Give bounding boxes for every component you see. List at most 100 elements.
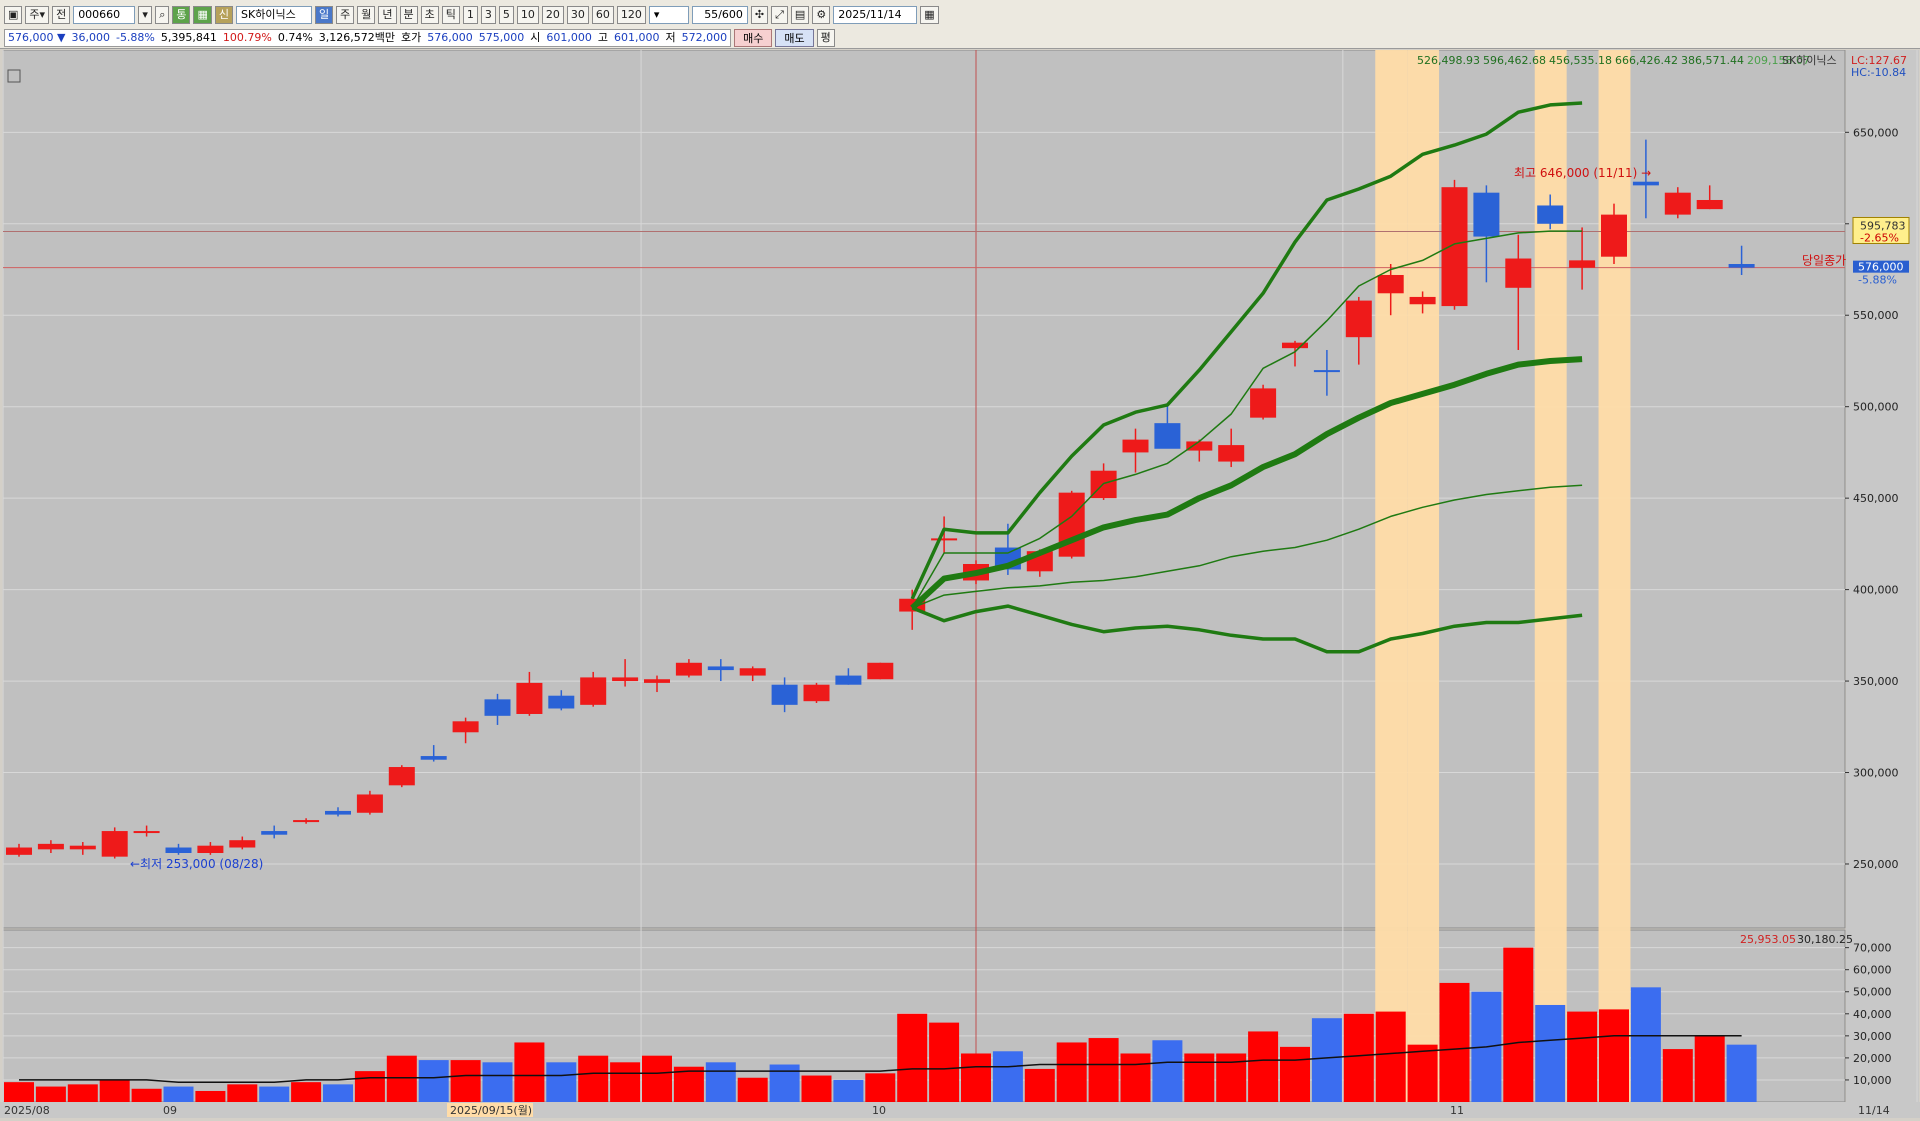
gear-icon[interactable]: ⚙ bbox=[812, 6, 831, 24]
hc-value: HC:-10.84 bbox=[1851, 66, 1906, 79]
price-change-pct: -5.88% bbox=[115, 31, 155, 44]
period-tick[interactable]: 틱 bbox=[441, 6, 460, 24]
volume-bar bbox=[1120, 1053, 1151, 1102]
open-label: 시 bbox=[530, 31, 541, 44]
crosshair-icon[interactable]: ✣ bbox=[750, 6, 769, 24]
volume-header-b: 30,180.25 bbox=[1797, 933, 1853, 946]
volume-bar bbox=[1184, 1053, 1215, 1102]
eval-button[interactable]: 평 bbox=[816, 29, 835, 47]
short-button-b[interactable]: 신 bbox=[214, 6, 234, 24]
reference-price-tag-value: 595,783 bbox=[1860, 219, 1906, 232]
interval-5[interactable]: 5 bbox=[498, 6, 514, 24]
candle-body bbox=[580, 677, 607, 705]
volume-bar bbox=[323, 1084, 353, 1102]
interval-20[interactable]: 20 bbox=[541, 6, 564, 24]
chart-area[interactable]: 650,000600,000550,000500,000450,000400,0… bbox=[0, 49, 1920, 1118]
band-lower-outer bbox=[911, 604, 1583, 654]
candle-body bbox=[1313, 370, 1340, 373]
candle-body bbox=[612, 677, 639, 682]
price-panel bbox=[2, 49, 1846, 929]
price-tick-label: 550,000 bbox=[1853, 309, 1899, 322]
buy-button[interactable]: 매수 bbox=[734, 29, 773, 47]
volume-bar bbox=[1662, 1049, 1693, 1102]
interval-120[interactable]: 120 bbox=[616, 6, 646, 24]
interval-3[interactable]: 3 bbox=[480, 6, 496, 24]
reference-price-tag bbox=[1852, 216, 1910, 244]
count-input[interactable]: 55/600 bbox=[691, 6, 748, 24]
volume-tick-label: 20,000 bbox=[1853, 1052, 1892, 1065]
interval-10[interactable]: 10 bbox=[516, 6, 539, 24]
volume-bar bbox=[1088, 1038, 1119, 1102]
volume-bar bbox=[354, 1071, 385, 1102]
volume-bar bbox=[1280, 1046, 1310, 1102]
bid-price: 575,000 bbox=[478, 31, 525, 44]
candle-body bbox=[739, 668, 766, 676]
candle-body bbox=[1250, 388, 1277, 418]
candle-body bbox=[101, 831, 128, 857]
volume-bar bbox=[769, 1064, 800, 1102]
volume-bar bbox=[961, 1053, 991, 1102]
highlight-band bbox=[1407, 50, 1440, 1102]
date-label: 11 bbox=[1450, 1104, 1464, 1117]
volume-bar bbox=[1024, 1068, 1055, 1102]
candle-body bbox=[1282, 342, 1308, 349]
short-button-a[interactable]: 통 bbox=[172, 6, 191, 24]
price-change: 36,000 bbox=[71, 31, 110, 44]
period-month[interactable]: 월 bbox=[357, 6, 376, 24]
volume-bar bbox=[450, 1060, 481, 1102]
candle-body bbox=[707, 666, 734, 671]
crosshair-date-label: 2025/09/15(월) bbox=[450, 1104, 532, 1117]
candle-body bbox=[803, 684, 830, 702]
volume-tick-label: 70,000 bbox=[1853, 942, 1892, 955]
quote-bar: 576,000 ▼ 36,000 -5.88% 5,395,841 100.79… bbox=[4, 29, 732, 47]
period-minute[interactable]: 분 bbox=[399, 6, 418, 24]
interval-1[interactable]: 1 bbox=[462, 6, 478, 24]
candle-body bbox=[1186, 441, 1213, 451]
volume-bar bbox=[673, 1066, 704, 1102]
volume-bar bbox=[1439, 982, 1470, 1102]
indicator-name: SK하이닉스 bbox=[1782, 53, 1837, 67]
candle-body bbox=[1154, 423, 1181, 449]
code-input[interactable]: 000660 bbox=[73, 6, 136, 24]
grid-icon[interactable]: ▦ bbox=[193, 6, 212, 24]
period-week[interactable]: 주 bbox=[336, 6, 355, 24]
volume-bar bbox=[1216, 1053, 1247, 1102]
sell-button[interactable]: 매도 bbox=[775, 29, 814, 47]
search-icon[interactable]: ⌕ bbox=[155, 6, 170, 24]
candle-body bbox=[1345, 300, 1372, 338]
candle-body bbox=[484, 699, 511, 716]
candle-body bbox=[6, 847, 32, 855]
save-icon[interactable]: ▤ bbox=[790, 6, 810, 24]
ask-price: 576,000 bbox=[427, 31, 473, 44]
ask-label: 호가 bbox=[401, 31, 422, 44]
volume-tick-label: 50,000 bbox=[1853, 986, 1892, 999]
candle-body bbox=[197, 845, 224, 854]
settings-icon[interactable]: ▣ bbox=[4, 6, 23, 24]
panel-menu-icon bbox=[7, 69, 21, 83]
band-upper-outer bbox=[910, 101, 1583, 600]
candle-body bbox=[37, 843, 64, 850]
volume-bar bbox=[67, 1084, 98, 1102]
close-price-tag bbox=[1853, 260, 1909, 273]
calendar-icon[interactable]: ▦ bbox=[920, 6, 939, 24]
period-day[interactable]: 일 bbox=[315, 6, 334, 24]
candle-body bbox=[644, 679, 670, 683]
period-year[interactable]: 년 bbox=[378, 6, 397, 24]
candle-body bbox=[1122, 439, 1149, 453]
period-second[interactable]: 초 bbox=[420, 6, 439, 24]
price-tick-label: 500,000 bbox=[1853, 401, 1899, 414]
candle-body bbox=[261, 831, 288, 835]
dropdown-icon[interactable]: ▾ bbox=[138, 6, 153, 24]
interval-60[interactable]: 60 bbox=[591, 6, 614, 24]
volume-bar bbox=[99, 1079, 130, 1102]
candle-body bbox=[325, 810, 351, 815]
volume-bar bbox=[1248, 1031, 1279, 1102]
volume-bar bbox=[1535, 1004, 1566, 1102]
interval-custom[interactable]: ▾ bbox=[648, 6, 689, 24]
date-input[interactable]: 2025/11/14 bbox=[833, 6, 918, 24]
price-chart[interactable]: 650,000600,000550,000500,000450,000400,0… bbox=[0, 49, 1920, 1118]
interval-30[interactable]: 30 bbox=[566, 6, 589, 24]
period-select[interactable]: 주 ▾ bbox=[25, 6, 50, 24]
market-select[interactable]: 전 bbox=[52, 6, 71, 24]
zoom-icon[interactable]: ⤢ bbox=[771, 6, 788, 24]
